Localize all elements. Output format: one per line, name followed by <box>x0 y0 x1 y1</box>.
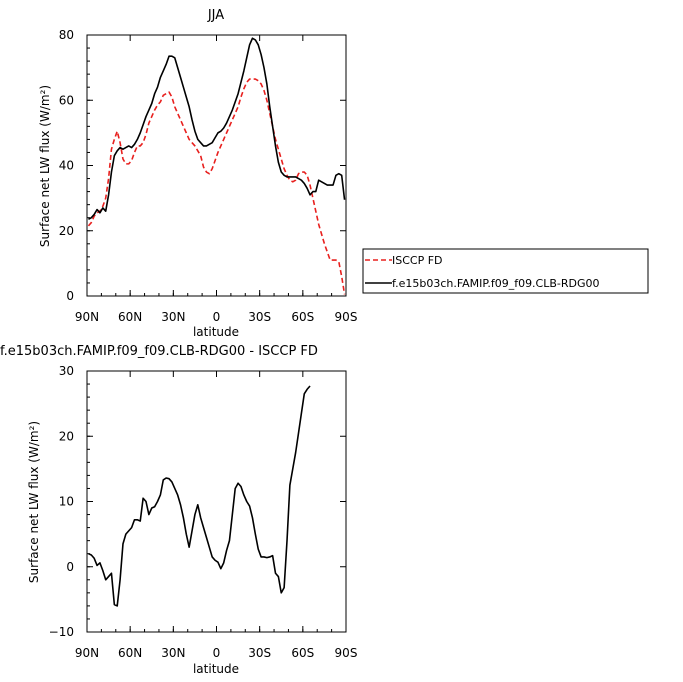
series-line-1 <box>88 37 346 221</box>
legend-label-model: f.e15b03ch.FAMIP.f09_f09.CLB-RDG00 <box>392 277 600 290</box>
x-tick-label: 30S <box>248 646 271 660</box>
x-tick-label: 30N <box>161 646 185 660</box>
x-tick-label: 60S <box>291 310 314 324</box>
y-tick-label: 20 <box>59 429 74 443</box>
x-tick-label: 90N <box>75 646 99 660</box>
y-tick-label: −10 <box>49 625 74 639</box>
plot-frame <box>86 34 347 297</box>
y-tick-label: 10 <box>59 495 74 509</box>
y-tick-label: 0 <box>66 289 74 303</box>
y-tick-label: 60 <box>59 93 74 107</box>
x-tick-label: 60N <box>118 646 142 660</box>
legend: ISCCP FD f.e15b03ch.FAMIP.f09_f09.CLB-RD… <box>362 248 649 294</box>
x-axis-label: latitude <box>193 325 239 339</box>
series-line-0 <box>88 385 311 607</box>
chart-title: JJA <box>207 8 224 23</box>
chart-title: f.e15b03ch.FAMIP.f09_f09.CLB-RDG00 - ISC… <box>0 344 318 359</box>
legend-box <box>362 248 649 294</box>
y-tick-label: 0 <box>66 560 74 574</box>
y-tick-label: 20 <box>59 224 74 238</box>
y-tick-label: 30 <box>59 364 74 378</box>
x-tick-label: 60S <box>291 646 314 660</box>
y-tick-label: 40 <box>59 159 74 173</box>
top-chart: JJA 90N 60N 30N 0 30S 60S 90S 0 20 40 60 80 Surface… <box>38 8 357 339</box>
x-tick-label: 90N <box>75 310 99 324</box>
x-tick-label: 90S <box>335 310 358 324</box>
y-tick-label: 80 <box>59 28 74 42</box>
x-tick-label: 90S <box>335 646 358 660</box>
plot-frame <box>86 370 347 633</box>
x-tick-label: 0 <box>213 646 221 660</box>
x-tick-label: 30S <box>248 310 271 324</box>
x-tick-label: 60N <box>118 310 142 324</box>
x-tick-label: 0 <box>213 310 221 324</box>
y-axis-label: Surface net LW flux (W/m²) <box>38 85 52 247</box>
x-axis-label: latitude <box>193 662 239 676</box>
y-axis-label: Surface net LW flux (W/m²) <box>27 421 41 583</box>
bottom-chart: f.e15b03ch.FAMIP.f09_f09.CLB-RDG00 - ISC… <box>0 344 357 676</box>
legend-label-isccp: ISCCP FD <box>392 254 443 267</box>
x-tick-label: 30N <box>161 310 185 324</box>
